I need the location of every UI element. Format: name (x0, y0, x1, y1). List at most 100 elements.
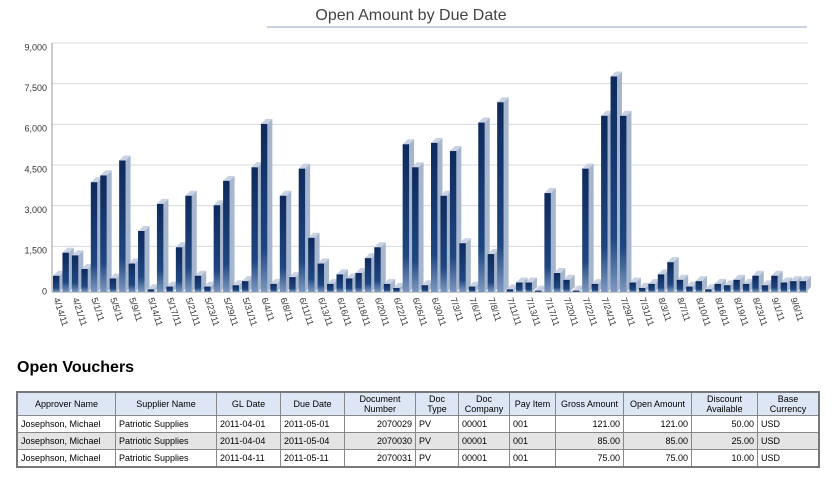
bar-top (478, 117, 490, 123)
x-tick-label: 6/30/11 (430, 296, 449, 327)
bar-top (175, 242, 188, 248)
table-cell: 2011-04-04 (216, 432, 281, 450)
column-header: Gross Amount (555, 391, 624, 416)
bar-top (525, 277, 537, 283)
bar-front (648, 283, 655, 292)
bar-front (733, 279, 740, 292)
x-tick-label: 7/8/11 (486, 296, 503, 322)
bar-top (71, 250, 84, 256)
bar-top (752, 270, 764, 276)
bar-top (591, 278, 604, 284)
bar-top (364, 253, 377, 259)
x-tick-label: 7/31/11 (637, 296, 656, 327)
bar-top (638, 282, 651, 288)
bar-front (449, 151, 457, 292)
bar-front (383, 283, 391, 292)
bar-front (412, 167, 419, 292)
bar-top (733, 274, 745, 280)
bar-front (638, 287, 646, 292)
bar-front (317, 263, 325, 292)
bar-front (53, 275, 60, 292)
bar-top (601, 110, 613, 116)
bar-top (345, 273, 358, 279)
header-row: Approver Name Supplier Name GL Date Due Dat… (16, 391, 820, 416)
x-tick-label: 6/20/11 (373, 296, 392, 327)
bar (119, 155, 131, 292)
bar-front (242, 281, 249, 292)
table-cell: 2070030 (344, 432, 416, 450)
bar-top (289, 272, 301, 278)
bar (516, 277, 528, 292)
table-cell: 75.00 (623, 449, 692, 468)
table-cell: 001 (509, 432, 556, 450)
x-tick-label: 5/31/11 (241, 296, 260, 327)
bar-top (790, 276, 802, 282)
bar-top (657, 269, 670, 275)
bar-top (544, 188, 556, 194)
column-header: Doc Type (415, 391, 459, 416)
bar-front (260, 123, 268, 293)
bar-front (185, 195, 192, 292)
bar-top (232, 280, 244, 286)
bar-front (771, 275, 778, 292)
bar-side (531, 277, 537, 292)
bar-top (714, 278, 726, 284)
bar-side (465, 238, 471, 292)
bar-top (90, 177, 103, 183)
bar-top (251, 162, 263, 168)
table-cell: 10.00 (691, 449, 758, 468)
bar-top (270, 278, 282, 284)
bar-front (327, 283, 334, 292)
table-cell: 2011-05-01 (280, 415, 345, 433)
bar-side (503, 97, 509, 292)
bar (223, 175, 235, 292)
bar-top (705, 284, 717, 290)
column-header: Pay Item (509, 391, 556, 416)
table-cell: 2011-04-11 (216, 449, 281, 468)
bar-front (166, 286, 173, 292)
y-tick-label: 3,000 (24, 205, 47, 215)
column-header: Document Number (344, 391, 416, 416)
bar (156, 198, 169, 292)
x-tick-label: 6/8/11 (278, 296, 295, 322)
bar-side (522, 277, 528, 292)
x-tick-label: 5/14/11 (146, 296, 165, 327)
bar-front (780, 282, 788, 292)
bar-top (620, 110, 632, 116)
x-tick-label: 6/18/11 (354, 296, 373, 327)
bar-top (62, 247, 74, 253)
bar-side (626, 110, 632, 293)
bar-front (81, 268, 88, 292)
bar-top (686, 281, 698, 287)
bar (260, 118, 273, 293)
bar-front (374, 247, 381, 292)
bar-top (440, 190, 452, 196)
table-cell: 25.00 (691, 432, 758, 450)
bar-front (742, 283, 750, 292)
bar-front (695, 281, 703, 292)
bar-top (629, 277, 641, 283)
x-tick-label: 5/1/11 (89, 296, 106, 322)
bar-front (676, 279, 684, 292)
bar-front (497, 102, 504, 292)
bar-front (459, 243, 466, 292)
x-tick-label: 5/21/11 (184, 296, 203, 327)
x-tick-label: 7/3/11 (448, 296, 465, 322)
x-tick-label: 7/6/11 (467, 296, 484, 322)
bar-top (610, 71, 622, 77)
bar-front (686, 286, 693, 292)
bar-top (534, 285, 547, 291)
table-cell: PV (415, 449, 459, 468)
bar-front (553, 273, 561, 292)
x-tick-label: 6/16/11 (335, 296, 354, 327)
bar-side (484, 117, 490, 292)
bar-front (525, 282, 532, 292)
bar-front (620, 115, 627, 293)
x-tick-label: 5/23/11 (203, 296, 222, 327)
bar-side (106, 170, 112, 292)
bar-front (393, 287, 400, 292)
bar (714, 278, 726, 292)
bar-front (440, 195, 447, 292)
x-tick-label: 5/29/11 (222, 296, 241, 327)
table-row: Josephson, Michael Patriotic Supplies 2011… (16, 449, 820, 468)
